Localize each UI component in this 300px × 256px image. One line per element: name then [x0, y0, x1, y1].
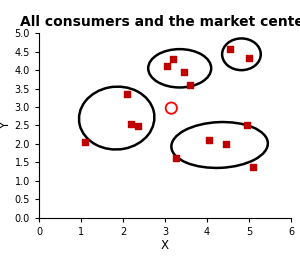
- Consumers: [135, 124, 140, 128]
- Consumers: [83, 140, 88, 144]
- Consumers: [125, 92, 130, 96]
- Consumers: [173, 156, 178, 160]
- Title: All consumers and the market center: All consumers and the market center: [20, 15, 300, 29]
- Consumers: [244, 123, 249, 127]
- Consumers: [251, 165, 256, 169]
- Consumers: [171, 57, 176, 61]
- Consumers: [188, 83, 193, 87]
- Consumers: [207, 138, 212, 142]
- Consumers: [228, 47, 232, 51]
- Y-axis label: Y: Y: [0, 122, 12, 129]
- Consumers: [247, 56, 251, 60]
- Consumers: [182, 70, 186, 74]
- Consumers: [165, 65, 170, 69]
- Legend: Consumers, Center: Consumers, Center: [96, 252, 234, 256]
- Consumers: [224, 142, 228, 146]
- Consumers: [129, 122, 134, 126]
- Center: [169, 106, 174, 110]
- X-axis label: X: X: [161, 239, 169, 252]
